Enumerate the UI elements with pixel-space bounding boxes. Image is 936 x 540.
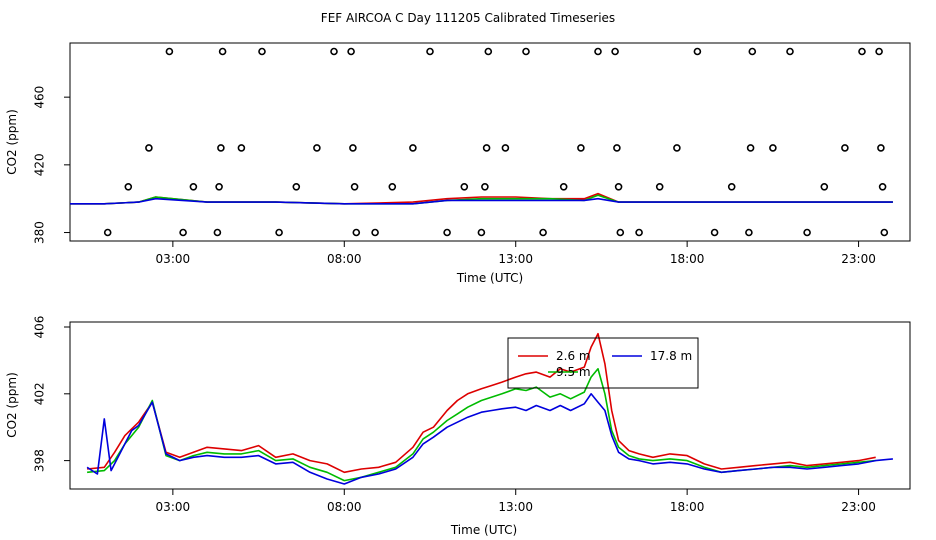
data-point — [179, 228, 187, 237]
x-tick-label: 18:00 — [670, 500, 705, 514]
data-point — [165, 47, 174, 56]
data-point — [746, 144, 755, 152]
data-point — [539, 228, 547, 237]
data-point — [614, 183, 623, 191]
data-point — [594, 47, 602, 56]
data-point — [673, 144, 681, 152]
data-point — [352, 228, 361, 237]
data-point — [748, 47, 757, 56]
data-point — [786, 47, 794, 56]
data-point — [189, 183, 198, 191]
series-line-1 — [87, 367, 876, 482]
plot-area-top — [70, 47, 893, 237]
data-point — [877, 144, 885, 152]
data-point — [484, 47, 493, 56]
data-point — [693, 47, 702, 56]
x-tick-label: 13:00 — [498, 252, 533, 266]
plot-frame-bottom — [69, 321, 911, 490]
y-tick-label: 398 — [33, 449, 47, 472]
data-point — [878, 183, 887, 191]
data-point — [522, 47, 530, 56]
data-point — [213, 228, 222, 237]
data-point — [875, 47, 883, 56]
data-point — [655, 183, 664, 191]
x-axis-label-top: Time (UTC) — [456, 271, 523, 285]
data-point — [482, 144, 491, 152]
data-point — [215, 183, 223, 191]
data-point — [371, 228, 379, 237]
x-tick-label: 23:00 — [841, 252, 876, 266]
x-tick-label: 13:00 — [498, 500, 533, 514]
y-tick-label: 460 — [33, 86, 47, 109]
series-line-0 — [87, 332, 876, 474]
panel-bottom: Time (UTC) CO2 (ppm) 2.6 m 17.8 m 9.5 m … — [5, 316, 911, 537]
data-point — [292, 183, 301, 191]
data-point — [477, 228, 486, 237]
x-tick-label: 08:00 — [327, 500, 362, 514]
data-point — [858, 47, 866, 56]
data-point — [501, 144, 510, 152]
data-point — [388, 183, 397, 191]
data-point — [611, 47, 619, 56]
panel-top: Time (UTC) CO2 (ppm) 03:00 08:00 13:00 18:0… — [5, 42, 911, 285]
data-point — [727, 183, 736, 191]
figure-title: FEF AIRCOA C Day 111205 Calibrated Times… — [321, 11, 615, 25]
data-point — [841, 144, 849, 152]
data-point — [350, 183, 359, 191]
x-axis-label-bottom: Time (UTC) — [450, 523, 517, 537]
data-point — [460, 183, 469, 191]
data-point — [426, 47, 434, 56]
legend-label-9-5m: 9.5 m — [556, 365, 591, 379]
data-point — [258, 47, 266, 56]
y-axis-label-bottom: CO2 (ppm) — [5, 372, 19, 438]
legend-label-17-8m: 17.8 m — [650, 349, 692, 363]
x-tick-label: 23:00 — [841, 500, 876, 514]
data-point — [275, 228, 283, 237]
data-point — [820, 183, 829, 191]
data-point — [880, 228, 889, 237]
data-point — [347, 47, 355, 56]
y-tick-label: 406 — [33, 316, 47, 339]
legend: 2.6 m 17.8 m 9.5 m — [507, 337, 699, 389]
data-point — [218, 47, 227, 56]
x-tick-label: 18:00 — [670, 252, 705, 266]
data-point — [745, 228, 753, 237]
y-axis-label-top: CO2 (ppm) — [5, 109, 19, 175]
data-point — [145, 144, 153, 152]
y-tick-label: 420 — [33, 153, 47, 176]
series-line-2 — [70, 197, 893, 205]
data-point — [330, 47, 338, 56]
x-tick-label: 03:00 — [156, 252, 191, 266]
data-point — [124, 183, 133, 191]
series-line-2 — [86, 392, 893, 485]
data-point — [237, 144, 246, 152]
data-point — [481, 183, 489, 191]
data-point — [635, 228, 643, 237]
data-point — [313, 144, 321, 152]
x-tick-label: 03:00 — [156, 500, 191, 514]
data-point — [613, 144, 621, 152]
plot-frame-top — [69, 42, 911, 242]
data-point — [577, 144, 585, 152]
data-point — [217, 144, 225, 152]
data-point — [409, 144, 417, 152]
data-point — [103, 228, 112, 237]
y-tick-label: 380 — [33, 221, 47, 244]
x-tick-label: 08:00 — [327, 252, 362, 266]
legend-label-2-6m: 2.6 m — [556, 349, 591, 363]
data-point — [559, 183, 568, 191]
data-point — [616, 228, 625, 237]
y-tick-label: 402 — [33, 382, 47, 405]
data-point — [803, 228, 811, 237]
data-point — [710, 228, 719, 237]
data-point — [349, 144, 357, 152]
plot-area-bottom — [86, 332, 893, 485]
data-point — [769, 144, 777, 152]
legend-box — [507, 337, 699, 389]
data-point — [443, 228, 451, 237]
